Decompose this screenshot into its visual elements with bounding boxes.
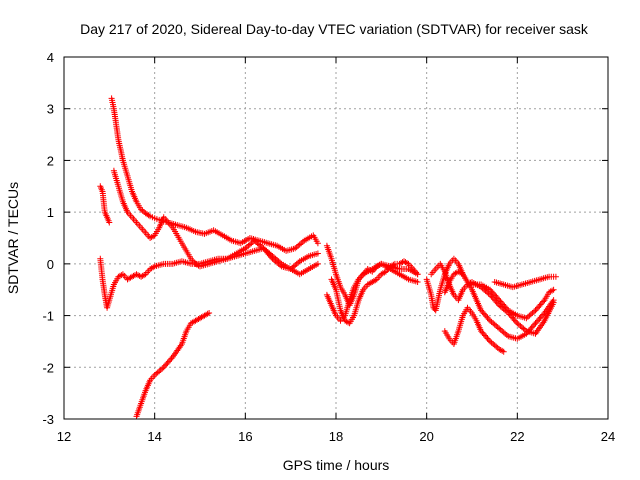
series-arc-m xyxy=(491,273,559,291)
series-arc-a xyxy=(97,183,113,226)
data-point-markers xyxy=(133,310,213,420)
series-arc-d xyxy=(97,245,321,311)
y-tick-label: -3 xyxy=(42,412,54,427)
y-tick-label: -1 xyxy=(42,309,54,324)
y-tick-label: 2 xyxy=(47,153,54,168)
series-arc-k xyxy=(441,304,507,355)
x-tick-label: 16 xyxy=(238,429,252,444)
data-point-markers xyxy=(441,268,557,342)
data-point-markers xyxy=(97,245,321,311)
data-point-markers xyxy=(441,304,507,355)
x-tick-label: 14 xyxy=(147,429,161,444)
x-tick-label: 20 xyxy=(419,429,433,444)
chart-title: Day 217 of 2020, Sidereal Day-to-day VTE… xyxy=(80,21,589,37)
data-point-markers xyxy=(491,273,559,291)
x-axis-ticks: 12 14 16 18 20 22 24 xyxy=(57,57,615,444)
x-tick-label: 18 xyxy=(329,429,343,444)
y-tick-label: -2 xyxy=(42,360,54,375)
grid xyxy=(64,57,608,419)
x-tick-label: 24 xyxy=(601,429,615,444)
x-tick-label: 12 xyxy=(57,429,71,444)
x-tick-label: 22 xyxy=(510,429,524,444)
data-point-markers xyxy=(108,95,321,254)
data-point-markers xyxy=(328,258,421,327)
y-axis-ticks: -3 -2 -1 0 1 2 3 4 xyxy=(42,50,608,427)
y-tick-label: 0 xyxy=(47,257,54,272)
data-points xyxy=(97,95,559,420)
x-axis-label: GPS time / hours xyxy=(283,457,390,473)
y-tick-label: 4 xyxy=(47,50,54,65)
series-arc-l xyxy=(441,268,557,342)
series-arc-b xyxy=(108,95,321,254)
data-point-markers xyxy=(97,183,113,226)
y-axis-label: SDTVAR / TECUs xyxy=(5,182,21,294)
y-tick-label: 3 xyxy=(47,102,54,117)
y-tick-label: 1 xyxy=(47,205,54,220)
series-arc-h xyxy=(328,258,421,327)
series-arc-e xyxy=(133,310,213,420)
